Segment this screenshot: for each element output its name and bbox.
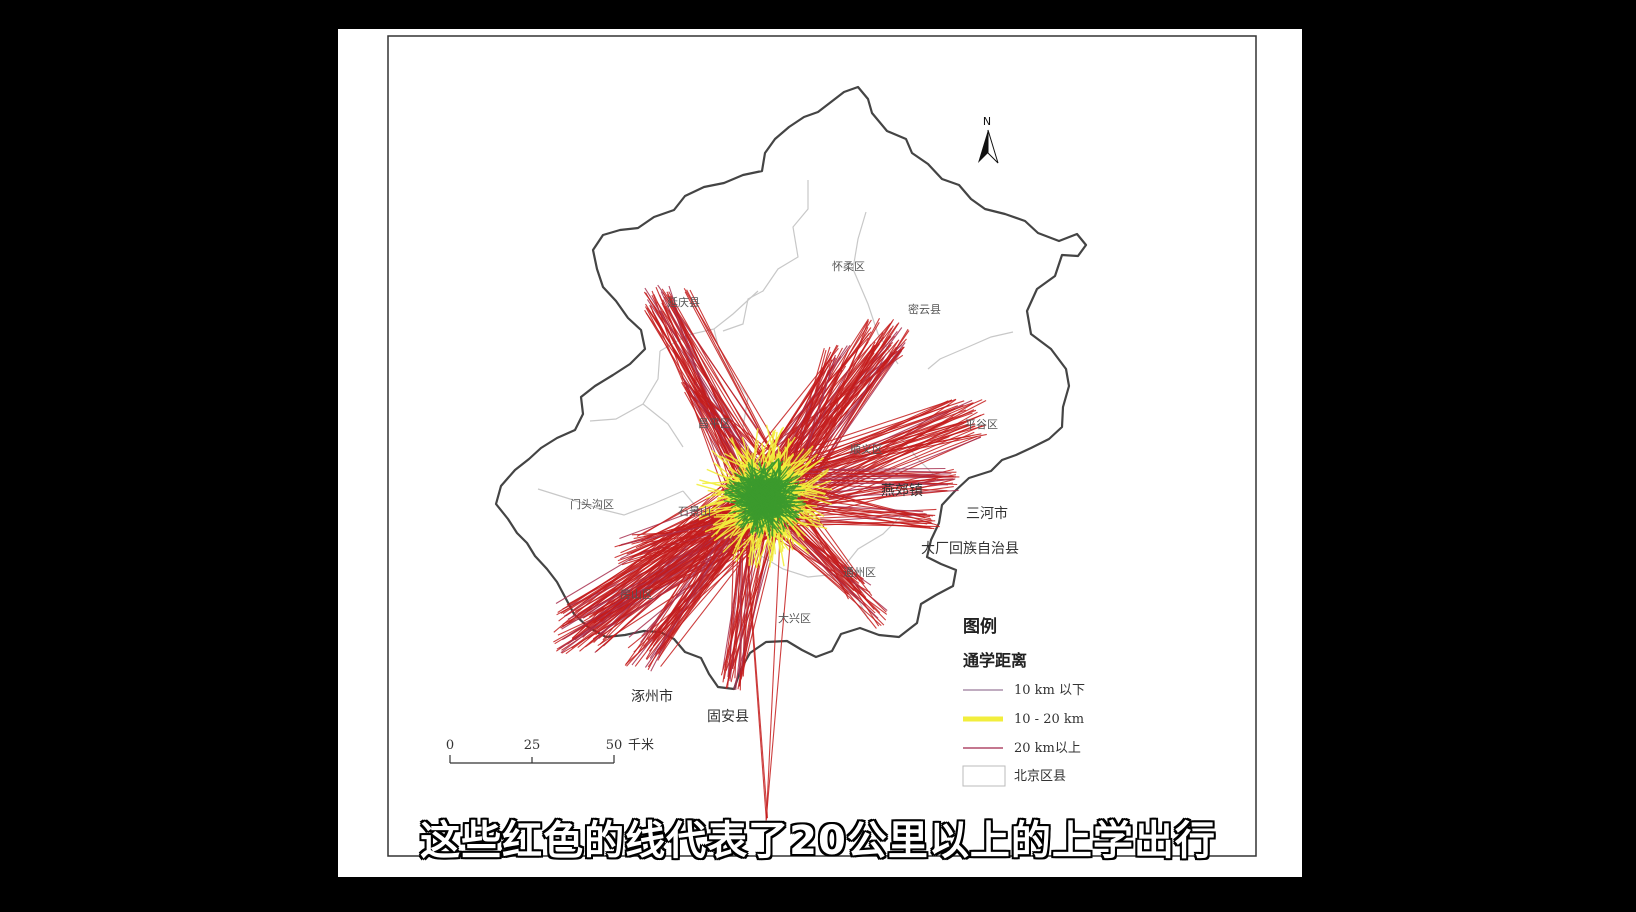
city-label-dachang: 大厂回族自治县 bbox=[921, 541, 1019, 557]
flow-line-over-20km bbox=[785, 489, 959, 501]
flow-line-under-10km bbox=[781, 480, 789, 496]
map: 怀柔区 延庆县 密云县 昌平区 顺义区 平谷区 门头沟区 石景山 房山区 大兴区… bbox=[387, 35, 1257, 857]
flow-line-under-10km bbox=[737, 481, 760, 502]
district-label-fangshan: 房山区 bbox=[620, 588, 653, 601]
flow-line-over-20km bbox=[792, 494, 880, 627]
flow-line-under-10km bbox=[762, 489, 770, 497]
flow-line-over-20km bbox=[657, 525, 751, 654]
flow-line-under-10km bbox=[758, 486, 768, 497]
legend-title: 图例 bbox=[963, 616, 997, 637]
flow-line-under-10km bbox=[779, 503, 806, 509]
flow-line-over-20km bbox=[765, 525, 793, 821]
map-frame bbox=[387, 35, 1257, 857]
flow-line-under-10km bbox=[770, 483, 790, 494]
video-subtitle: 这些红色的线代表了20公里以上的上学出行 bbox=[420, 818, 1216, 864]
flow-line-under-10km bbox=[777, 458, 780, 510]
flow-line-over-20km bbox=[786, 472, 949, 478]
flow-line-over-20km bbox=[786, 475, 960, 478]
flow-line-under-10km bbox=[778, 459, 781, 486]
flow-line-under-10km bbox=[763, 498, 773, 515]
flow-line-under-10km bbox=[731, 488, 757, 503]
flow-line-under-10km bbox=[759, 479, 777, 486]
flow-line-over-20km bbox=[765, 501, 783, 819]
scale-unit: 千米 bbox=[628, 738, 654, 753]
flow-line-under-10km bbox=[765, 484, 781, 494]
flow-line-under-10km bbox=[764, 494, 795, 527]
district-label-shunyi: 顺义区 bbox=[850, 443, 883, 456]
flow-line-under-10km bbox=[772, 482, 775, 485]
north-label: N bbox=[983, 115, 991, 128]
scale-bar: 0 25 50 千米 bbox=[446, 738, 654, 764]
flow-line-under-10km bbox=[776, 510, 804, 514]
flow-line-under-10km bbox=[759, 483, 780, 504]
flow-line-under-10km bbox=[734, 510, 750, 519]
district-label-huairou: 怀柔区 bbox=[832, 260, 865, 273]
district-label-tongzhou: 通州区 bbox=[843, 566, 876, 579]
district-label-daxing: 大兴区 bbox=[778, 611, 811, 625]
legend-swatch-district bbox=[962, 765, 1006, 787]
scale-tick-25: 25 bbox=[524, 738, 541, 753]
district-label-mentougou: 门头沟区 bbox=[570, 497, 614, 511]
flow-line-under-10km bbox=[751, 490, 769, 500]
district-label-changping: 昌平区 bbox=[698, 417, 731, 430]
flow-line-over-20km bbox=[785, 412, 949, 500]
legend-label-under-10km: 10 km 以下 bbox=[1014, 683, 1085, 698]
city-label-sanhe: 三河市 bbox=[966, 505, 1008, 522]
legend-subtitle: 通学距离 bbox=[963, 651, 1027, 670]
flow-line-under-10km bbox=[767, 495, 771, 503]
flow-line-over-20km bbox=[741, 480, 769, 819]
district-label-shijingshan: 石景山 bbox=[678, 505, 711, 518]
scale-tick-0: 0 bbox=[446, 738, 454, 753]
legend-label-10-20km: 10 - 20 km bbox=[1014, 712, 1084, 727]
flow-line-over-20km bbox=[789, 435, 978, 509]
commute-flow-lines bbox=[553, 284, 987, 821]
flow-line-over-20km bbox=[642, 474, 743, 535]
flow-line-under-10km bbox=[750, 501, 764, 535]
legend: 图例 通学距离 10 km 以下 10 - 20 km 20 km以上 北京区县 bbox=[962, 616, 1085, 787]
flow-line-over-20km bbox=[788, 479, 939, 526]
city-label-guan: 固安县 bbox=[707, 709, 749, 725]
district-label-miyun: 密云县 bbox=[908, 302, 941, 316]
legend-label-district: 北京区县 bbox=[1014, 769, 1066, 784]
flow-line-under-10km bbox=[770, 492, 778, 526]
district-label-yanqing: 延庆县 bbox=[667, 295, 700, 309]
city-label-zhuozhou: 涿州市 bbox=[631, 688, 673, 705]
flow-line-under-10km bbox=[751, 459, 754, 480]
flow-line-over-20km bbox=[789, 399, 973, 483]
flow-line-under-10km bbox=[749, 476, 762, 483]
slide-frame: 怀柔区 延庆县 密云县 昌平区 顺义区 平谷区 门头沟区 石景山 房山区 大兴区… bbox=[338, 29, 1302, 877]
scale-tick-50: 50 bbox=[606, 738, 623, 753]
flow-line-under-10km bbox=[760, 469, 780, 489]
flow-line-under-10km bbox=[760, 486, 769, 491]
city-label-yanjiao: 燕郊镇 bbox=[881, 482, 923, 499]
flow-line-over-20km bbox=[637, 485, 740, 653]
district-label-pinggu: 平谷区 bbox=[965, 418, 998, 431]
flow-line-over-20km bbox=[786, 403, 974, 519]
flow-line-under-10km bbox=[752, 474, 774, 488]
legend-label-over-20km: 20 km以上 bbox=[1014, 741, 1081, 756]
north-arrow-icon: N bbox=[978, 115, 999, 164]
